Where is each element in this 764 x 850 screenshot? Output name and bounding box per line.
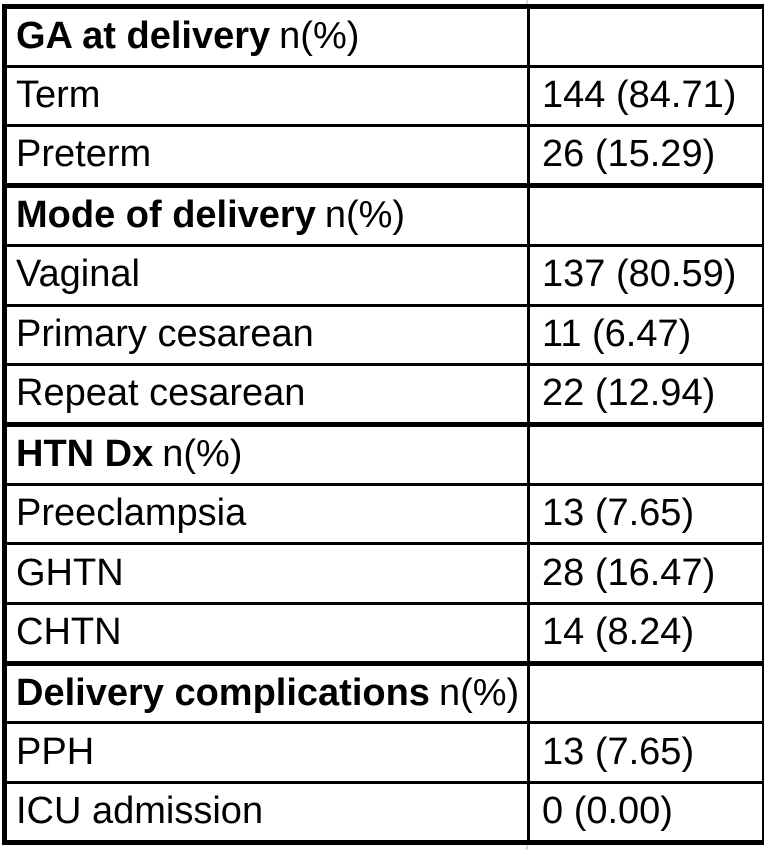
section-header-cell: HTN Dx n(%) — [3, 421, 530, 486]
section-header-cell: Mode of delivery n(%) — [3, 183, 530, 247]
table-row: Term 144 (84.71) — [3, 64, 764, 128]
section-header-row: Mode of delivery n(%) — [3, 183, 764, 247]
row-value-cell: 144 (84.71) — [527, 64, 764, 128]
section-header-row: Delivery complications n(%) — [3, 660, 764, 725]
row-label-cell: Term — [3, 64, 530, 128]
row-value-cell: 137 (80.59) — [527, 243, 764, 307]
row-label-cell: ICU admission — [3, 781, 530, 844]
row-label-cell: PPH — [3, 721, 530, 785]
section-header-cell: GA at delivery n(%) — [3, 4, 530, 68]
empty-value-cell — [527, 4, 764, 68]
table-row: Preeclampsia 13 (7.65) — [3, 482, 764, 546]
row-value-cell: 13 (7.65) — [527, 482, 764, 546]
section-header-suffix: n(%) — [438, 671, 520, 714]
row-label-cell: Preterm — [3, 124, 530, 188]
row-value-cell: 0 (0.00) — [527, 781, 764, 844]
row-value-cell: 13 (7.65) — [527, 721, 764, 785]
empty-value-cell — [527, 660, 764, 725]
table-row: CHTN 14 (8.24) — [3, 602, 764, 665]
section-header-label: GA at delivery — [16, 14, 271, 57]
section-header-label: HTN Dx — [16, 432, 154, 475]
row-value-cell: 28 (16.47) — [527, 542, 764, 606]
table-row: Preterm 26 (15.29) — [3, 124, 764, 188]
section-header-suffix: n(%) — [279, 14, 360, 57]
section-header-cell: Delivery complications n(%) — [3, 660, 530, 725]
gridline-extension-top — [526, 0, 528, 5]
empty-value-cell — [527, 421, 764, 486]
row-label-cell: Preeclampsia — [3, 482, 530, 546]
table-row: PPH 13 (7.65) — [3, 721, 764, 785]
table-row: Primary cesarean 11 (6.47) — [3, 303, 764, 367]
gridline-extension-bottom — [526, 844, 528, 850]
delivery-outcomes-table: GA at delivery n(%) Term 144 (84.71) Pret… — [2, 4, 764, 845]
row-label-cell: GHTN — [3, 542, 530, 606]
section-header-suffix: n(%) — [324, 194, 406, 237]
section-header-row: HTN Dx n(%) — [3, 421, 764, 486]
empty-value-cell — [527, 183, 764, 247]
row-value-cell: 26 (15.29) — [527, 124, 764, 188]
table-row: GHTN 28 (16.47) — [3, 542, 764, 606]
row-label-cell: CHTN — [3, 602, 530, 665]
section-header-label: Mode of delivery — [16, 194, 316, 237]
row-label-cell: Vaginal — [3, 243, 530, 307]
table-row: Repeat cesarean 22 (12.94) — [3, 363, 764, 426]
section-header-suffix: n(%) — [162, 432, 243, 475]
table-row: Vaginal 137 (80.59) — [3, 243, 764, 307]
row-value-cell: 11 (6.47) — [527, 303, 764, 367]
row-label-cell: Repeat cesarean — [3, 363, 530, 426]
row-label-cell: Primary cesarean — [3, 303, 530, 367]
table-row: ICU admission 0 (0.00) — [3, 781, 764, 844]
row-value-cell: 22 (12.94) — [527, 363, 764, 426]
section-header-row: GA at delivery n(%) — [3, 4, 764, 68]
row-value-cell: 14 (8.24) — [527, 602, 764, 665]
section-header-label: Delivery complications — [16, 671, 430, 714]
